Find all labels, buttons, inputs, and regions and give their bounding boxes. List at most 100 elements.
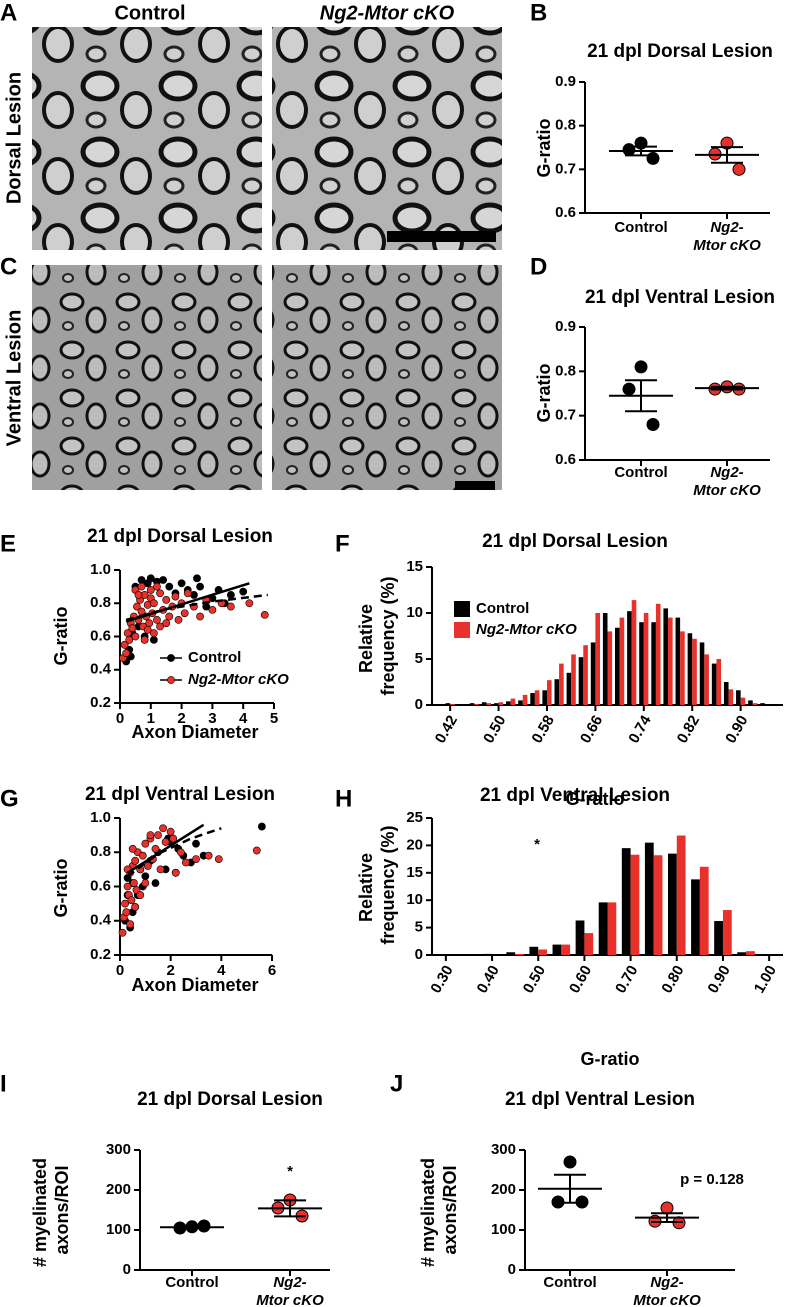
bar (522, 694, 528, 705)
x-tick-label: Ng2-Mtor cKO (633, 1274, 701, 1307)
bar (515, 953, 524, 955)
data-point (136, 891, 145, 899)
data-point (146, 831, 155, 840)
bar (653, 855, 663, 955)
micrograph (32, 265, 262, 490)
data-point (252, 846, 261, 855)
panel-label: G (0, 785, 19, 812)
y-tick-label: 0.8 (90, 594, 111, 611)
data-point (226, 591, 235, 599)
data-point (192, 855, 200, 863)
data-point (131, 903, 140, 911)
bar (534, 690, 540, 705)
data-point (176, 848, 185, 857)
data-point (165, 582, 174, 591)
bar (644, 842, 654, 955)
bar (752, 703, 758, 705)
legend-marker (167, 654, 175, 662)
x-tick-label: 0.66 (577, 712, 606, 746)
y-tick-label: 0.8 (90, 843, 111, 860)
bar (680, 631, 685, 705)
y-tick-label: 0.8 (555, 362, 576, 379)
bar (546, 680, 552, 705)
x-axis-label: Axon Diameter (131, 722, 258, 742)
data-point (204, 851, 213, 860)
y-tick-label: 100 (106, 1221, 131, 1238)
data-point (169, 834, 178, 843)
data-point (133, 602, 141, 611)
bar (627, 611, 632, 705)
bar (668, 853, 677, 955)
panel-label: C (0, 253, 17, 280)
y-tick-label: 0 (415, 696, 423, 713)
data-point (183, 589, 192, 598)
data-point (156, 622, 164, 631)
chart-title: 21 dpl Dorsal Lesion (587, 41, 773, 62)
bar (651, 622, 656, 705)
data-point (162, 619, 171, 628)
data-point (634, 360, 648, 374)
data-point (151, 879, 160, 887)
data-point (196, 582, 204, 591)
x-tick-label: 0.42 (432, 712, 461, 746)
bar (561, 944, 571, 955)
y-axis-label: G-ratio (534, 118, 554, 177)
y-axis-label: G-ratio (534, 363, 554, 422)
legend-label: Control (476, 600, 529, 617)
data-point (131, 632, 140, 641)
data-point (128, 624, 137, 633)
y-tick-label: 1.0 (90, 809, 111, 826)
data-point (732, 162, 746, 176)
bar (607, 631, 613, 705)
y-tick-label: 0.6 (555, 451, 576, 468)
x-tick-label: 0.60 (566, 962, 595, 996)
chart-title: 21 dpl Ventral Lesion (585, 287, 775, 308)
panel-label: J (390, 1070, 403, 1097)
x-tick-label: 6 (268, 962, 276, 979)
y-tick-label: 0.9 (555, 73, 576, 90)
data-point (146, 586, 155, 594)
data-point (118, 928, 127, 937)
bar (714, 921, 723, 955)
annotation: * (287, 1163, 293, 1180)
y-tick-label: 10 (406, 604, 423, 621)
legend-swatch (454, 601, 470, 617)
data-point (156, 865, 165, 874)
bar (699, 642, 705, 705)
x-tick-label: 0.58 (529, 712, 558, 746)
data-point (141, 839, 150, 848)
fit-line (125, 582, 250, 623)
annotation: p = 0.128 (680, 1171, 744, 1188)
bar (450, 704, 455, 705)
data-point (154, 831, 162, 840)
scale-bar (455, 481, 495, 490)
data-point (145, 619, 154, 628)
x-tick-label: 2 (166, 962, 174, 979)
bar (723, 682, 729, 705)
x-axis-label: G-ratio (580, 1049, 639, 1069)
x-tick-label: Ng2-Mtor cKO (256, 1274, 324, 1307)
bar (621, 848, 631, 955)
x-axis-label: G-ratio (565, 789, 624, 809)
bar (457, 704, 463, 705)
data-point (146, 574, 155, 583)
bar (722, 910, 732, 955)
data-point (123, 882, 132, 891)
data-point (143, 625, 152, 634)
x-tick-label: 0.80 (658, 962, 687, 996)
scale-bar (387, 231, 496, 242)
x-tick-label: Ng2-Mtor cKO (693, 219, 761, 254)
bar (595, 613, 600, 705)
y-axis-label: Relative frequency (%) (356, 825, 398, 944)
bar (639, 622, 644, 705)
chart-title: 21 dpl Dorsal Lesion (137, 1089, 323, 1110)
data-point (622, 143, 636, 157)
data-point (563, 1155, 577, 1169)
data-point (165, 612, 174, 621)
data-point (128, 844, 137, 853)
chart-title: 21 dpl Ventral Lesion (85, 784, 275, 805)
bar (506, 952, 516, 955)
x-axis-label: Axon Diameter (131, 975, 258, 995)
bar (602, 613, 608, 705)
